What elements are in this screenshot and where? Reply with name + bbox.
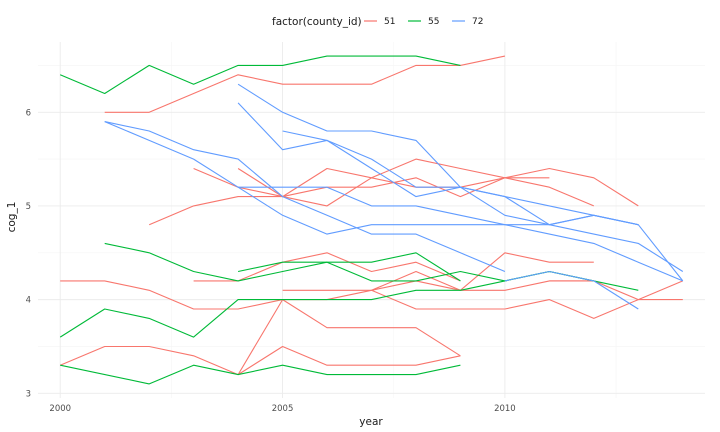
y-axis-ticks: 3 4 5 6 [26, 108, 31, 399]
series-line-55 [59, 55, 461, 95]
x-axis-ticks: 2000 2005 2010 [49, 404, 515, 414]
major-gridlines [38, 42, 705, 398]
legend-title: factor(county_id) [272, 16, 362, 28]
series-line-55 [237, 252, 461, 282]
legend-label-72: 72 [472, 17, 483, 27]
series-line-51 [282, 252, 594, 291]
series-line-72 [504, 270, 639, 310]
series-line-51 [237, 299, 461, 375]
x-tick-label: 2000 [49, 404, 71, 414]
y-tick-label: 3 [26, 389, 31, 399]
y-tick-label: 4 [26, 296, 31, 306]
series-line-51 [59, 345, 461, 376]
series-line-51 [549, 280, 684, 301]
legend: factor(county_id) 51 55 72 [272, 16, 483, 28]
series-line-72 [104, 121, 506, 273]
minor-gridlines [38, 42, 705, 398]
y-tick-label: 6 [26, 108, 31, 118]
series-line-51 [193, 252, 461, 282]
series-line-72 [237, 102, 639, 226]
series-line-72 [238, 186, 684, 282]
series-lines [59, 55, 684, 385]
x-axis-title: year [359, 416, 383, 428]
y-tick-label: 5 [26, 202, 31, 212]
legend-label-55: 55 [428, 17, 439, 27]
legend-label-51: 51 [384, 17, 395, 27]
series-line-51 [371, 289, 683, 319]
series-line-72 [282, 130, 684, 272]
series-line-55 [60, 364, 461, 385]
x-tick-label: 2005 [272, 404, 294, 414]
x-tick-label: 2010 [494, 404, 516, 414]
series-line-55 [104, 242, 639, 291]
series-line-51 [104, 55, 506, 113]
y-axis-title: cog_1 [6, 202, 18, 233]
